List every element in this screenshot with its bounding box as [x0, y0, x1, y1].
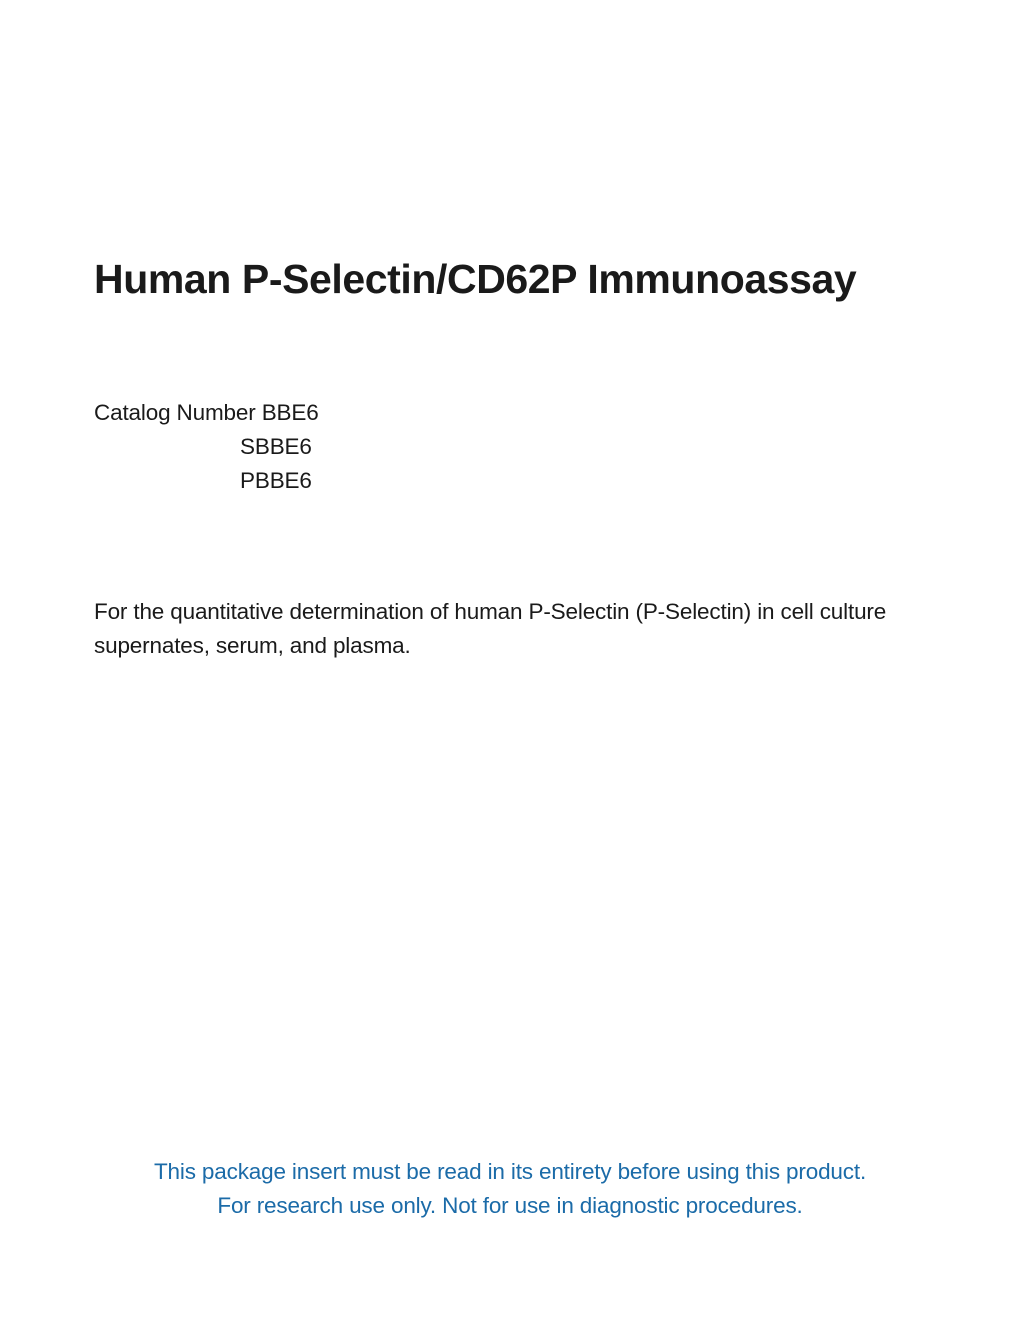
footer-line-2: For research use only. Not for use in di…	[0, 1189, 1020, 1223]
footer-line-1: This package insert must be read in its …	[0, 1155, 1020, 1189]
catalog-number-3: PBBE6	[94, 464, 319, 498]
catalog-label: Catalog Number	[94, 396, 262, 430]
catalog-section: Catalog Number BBE6 SBBE6 PBBE6	[94, 396, 319, 497]
document-title: Human P-Selectin/CD62P Immunoassay	[94, 256, 856, 303]
footer-notice: This package insert must be read in its …	[0, 1155, 1020, 1223]
catalog-number-1: BBE6	[262, 396, 319, 430]
catalog-number-2: SBBE6	[94, 430, 319, 464]
product-description: For the quantitative determination of hu…	[94, 595, 904, 663]
